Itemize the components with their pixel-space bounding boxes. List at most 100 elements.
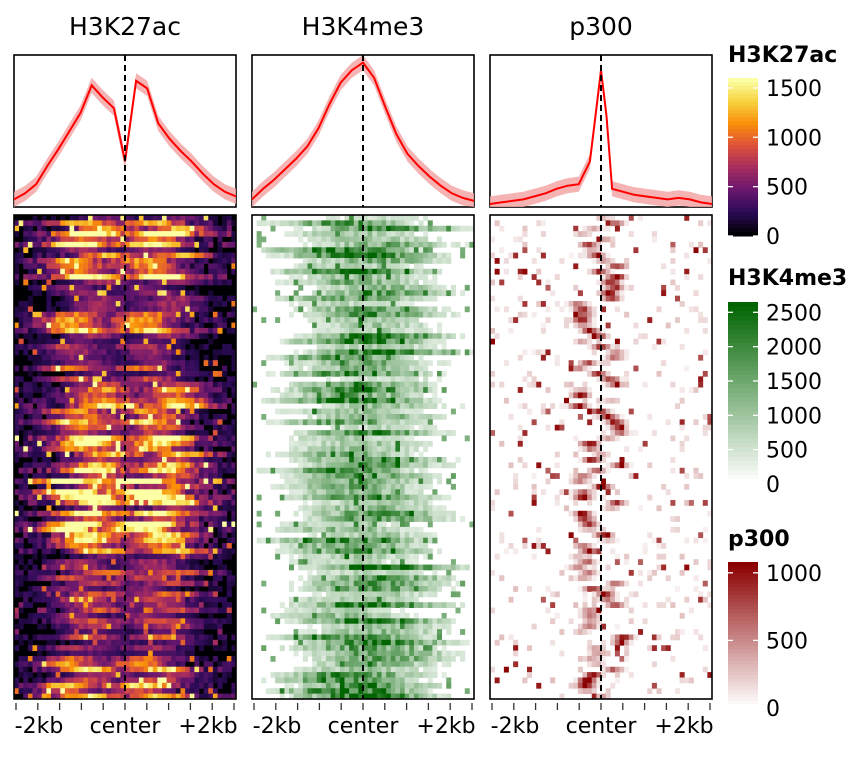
heatmap-cell-h3k4me3 [441, 360, 447, 366]
heatmap-cell-h3k27ac [97, 419, 103, 426]
heatmap-cell-h3k27ac [180, 435, 186, 442]
heatmap-cell-h3k27ac [226, 553, 232, 560]
heatmap-cell-h3k27ac [111, 274, 117, 280]
heatmap-cell-h3k4me3 [270, 387, 276, 393]
heatmap-cell-h3k27ac [166, 607, 172, 614]
heatmap-cell-h3k4me3 [330, 365, 336, 372]
heatmap-cell-h3k4me3 [321, 344, 327, 350]
heatmap-cell-h3k27ac [134, 349, 140, 356]
heatmap-cell-h3k27ac [208, 231, 214, 237]
heatmap-cell-h3k27ac [83, 225, 89, 232]
heatmap-cell-h3k27ac [143, 580, 149, 587]
heatmap-cell-h3k27ac [208, 279, 214, 286]
heatmap-cell-h3k27ac [194, 580, 200, 587]
heatmap-cell-h3k27ac [175, 338, 181, 345]
heatmap-cell-h3k27ac [37, 430, 43, 436]
heatmap-cell-h3k27ac [120, 655, 126, 662]
heatmap-cell-h3k27ac [203, 500, 209, 506]
heatmap-cell-h3k27ac [106, 403, 112, 409]
heatmap-cell-h3k27ac [166, 677, 172, 684]
heatmap-cell-h3k27ac [120, 553, 126, 560]
heatmap-cell-h3k27ac [46, 591, 52, 598]
heatmap-cell-h3k27ac [152, 473, 158, 479]
heatmap-cell-h3k27ac [166, 462, 172, 469]
heatmap-cell-h3k27ac [69, 489, 75, 496]
heatmap-cell-h3k4me3 [289, 274, 295, 280]
heatmap-cell-h3k4me3 [390, 360, 396, 366]
heatmap-cell-h3k27ac [148, 290, 154, 297]
heatmap-cell-h3k27ac [134, 634, 140, 641]
heatmap-cell-h3k27ac [115, 403, 121, 409]
heatmap-cell-h3k27ac [125, 252, 131, 259]
heatmap-cell-h3k27ac [129, 295, 135, 302]
heatmap-cell-h3k27ac [46, 543, 52, 549]
heatmap-cell-h3k27ac [27, 467, 33, 474]
heatmap-cell-h3k4me3 [316, 247, 322, 254]
heatmap-cell-h3k27ac [115, 677, 121, 684]
heatmap-cell-h3k27ac [41, 424, 47, 431]
heatmap-cell-h3k4me3 [450, 333, 456, 340]
heatmap-cell-h3k27ac [189, 543, 195, 549]
heatmap-cell-h3k27ac [194, 602, 200, 608]
heatmap-cell-h3k27ac [212, 354, 218, 361]
heatmap-cell-h3k27ac [27, 494, 33, 501]
heatmap-cell-h3k27ac [69, 430, 75, 436]
heatmap-cell-h3k27ac [69, 537, 75, 544]
heatmap-cell-h3k27ac [101, 682, 107, 689]
heatmap-cell-h3k4me3 [381, 274, 387, 280]
heatmap-cell-h3k27ac [189, 478, 195, 485]
heatmap-cell-h3k27ac [74, 672, 80, 678]
heatmap-cell-h3k4me3 [400, 376, 406, 383]
heatmap-cell-h3k27ac [185, 451, 191, 458]
heatmap-cell-h3k27ac [83, 591, 89, 598]
heatmap-cell-h3k4me3 [423, 376, 429, 383]
heatmap-cell-h3k27ac [180, 639, 186, 646]
heatmap-cell-h3k27ac [69, 564, 75, 571]
heatmap-cell-h3k27ac [41, 365, 47, 372]
heatmap-cell-h3k27ac [222, 268, 228, 275]
heatmap-cell-h3k4me3 [330, 322, 336, 329]
heatmap-cell-h3k4me3 [358, 263, 364, 270]
heatmap-cell-h3k27ac [199, 510, 205, 517]
heatmap-cell-h3k4me3 [404, 215, 410, 221]
heatmap-cell-h3k27ac [199, 602, 205, 608]
heatmap-cell-h3k27ac [101, 376, 107, 383]
heatmap-cell-h3k27ac [69, 247, 75, 254]
heatmap-cell-h3k27ac [14, 225, 20, 232]
heatmap-cell-h3k27ac [199, 462, 205, 469]
heatmap-cell-h3k27ac [18, 311, 24, 318]
heatmap-cell-h3k4me3 [275, 268, 281, 275]
heatmap-cell-h3k27ac [101, 274, 107, 280]
heatmap-cell-h3k27ac [134, 483, 140, 490]
heatmap-cell-h3k4me3 [390, 327, 396, 334]
heatmap-cell-h3k4me3 [409, 295, 415, 302]
heatmap-cell-h3k27ac [194, 516, 200, 522]
heatmap-cell-h3k27ac [152, 311, 158, 318]
heatmap-cell-h3k4me3 [349, 258, 355, 264]
heatmap-cell-h3k27ac [115, 682, 121, 689]
heatmap-cell-h3k27ac [111, 413, 117, 420]
heatmap-cell-h3k27ac [92, 473, 98, 479]
heatmap-cell-h3k27ac [32, 655, 38, 662]
heatmap-cell-h3k27ac [138, 419, 144, 426]
heatmap-cell-h3k27ac [74, 521, 80, 528]
heatmap-cell-h3k27ac [46, 672, 52, 678]
heatmap-cell-h3k27ac [69, 526, 75, 533]
heatmap-cell-h3k27ac [157, 435, 163, 442]
heatmap-cell-h3k27ac [180, 483, 186, 490]
heatmap-cell-h3k27ac [106, 650, 112, 657]
heatmap-cell-h3k27ac [74, 333, 80, 340]
heatmap-cell-h3k4me3 [349, 231, 355, 237]
heatmap-cell-h3k27ac [129, 543, 135, 549]
heatmap-cell-h3k27ac [46, 532, 52, 539]
heatmap-cell-h3k27ac [115, 521, 121, 528]
heatmap-cell-h3k27ac [194, 483, 200, 490]
heatmap-cell-h3k27ac [14, 268, 20, 275]
heatmap-cell-h3k27ac [115, 457, 121, 463]
heatmap-cell-h3k27ac [115, 650, 121, 657]
heatmap-cell-h3k27ac [226, 661, 232, 668]
heatmap-cell-h3k27ac [55, 666, 61, 673]
heatmap-cell-h3k4me3 [353, 392, 359, 399]
heatmap-cell-h3k27ac [166, 494, 172, 501]
heatmap-cell-h3k27ac [120, 360, 126, 366]
